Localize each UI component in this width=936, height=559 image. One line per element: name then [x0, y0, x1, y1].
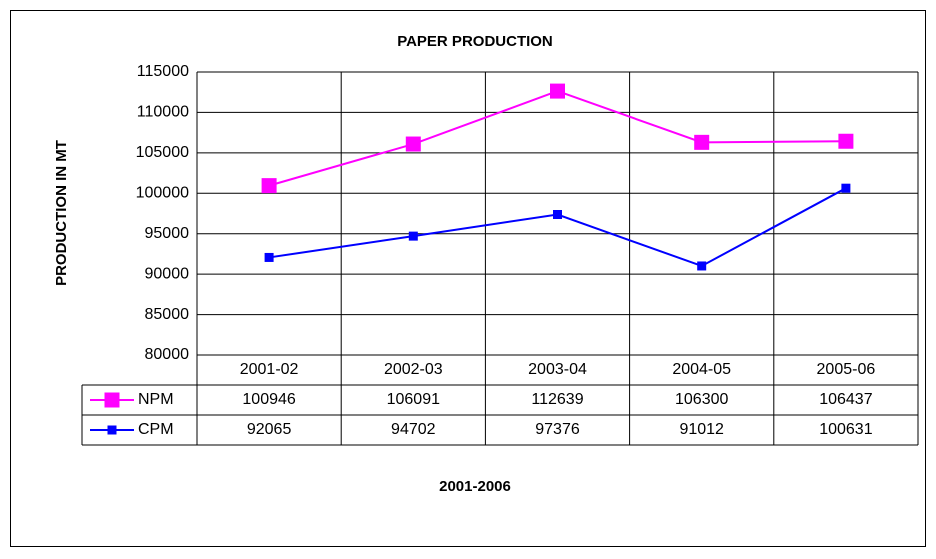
y-tick-label: 100000 — [136, 185, 189, 202]
y-tick-label: 80000 — [145, 346, 190, 363]
data-point — [841, 183, 851, 193]
x-tick-label: 2002-03 — [384, 361, 443, 378]
y-tick-label: 115000 — [137, 63, 189, 80]
table-value: 100946 — [242, 391, 295, 408]
table-value: 106300 — [675, 391, 728, 408]
data-point — [694, 134, 710, 150]
x-tick-label: 2003-04 — [528, 361, 587, 378]
y-tick-label: 105000 — [136, 144, 189, 161]
table-value: 92065 — [247, 421, 292, 438]
x-tick-label: 2005-06 — [817, 361, 876, 378]
data-point — [838, 133, 854, 149]
legend-marker — [104, 392, 120, 408]
data-point — [550, 83, 565, 99]
x-axis-label: 2001-2006 — [439, 478, 511, 495]
y-tick-label: 85000 — [145, 306, 190, 323]
chart-title: PAPER PRODUCTION — [397, 33, 553, 50]
table-value: 100631 — [819, 421, 872, 438]
x-tick-label: 2001-02 — [240, 361, 299, 378]
table-value: 106437 — [819, 391, 872, 408]
chart-border — [10, 10, 926, 547]
table-value: 91012 — [679, 421, 724, 438]
data-point — [405, 136, 421, 152]
table-value: 106091 — [387, 391, 440, 408]
data-point — [697, 261, 707, 271]
data-point — [553, 210, 562, 220]
legend-label: NPM — [138, 391, 174, 408]
y-tick-label: 110000 — [137, 104, 189, 121]
legend-marker — [107, 425, 117, 435]
legend-label: CPM — [138, 421, 174, 438]
table-value: 97376 — [535, 421, 580, 438]
y-tick-label: 95000 — [145, 225, 190, 242]
data-point — [261, 178, 277, 194]
data-point — [408, 231, 418, 241]
x-tick-label: 2004-05 — [672, 361, 731, 378]
table-value: 94702 — [391, 421, 436, 438]
table-value: 112639 — [531, 391, 583, 408]
y-tick-label: 90000 — [145, 265, 190, 282]
y-axis-label: PRODUCTION IN MT — [53, 140, 70, 286]
data-point — [264, 252, 274, 262]
